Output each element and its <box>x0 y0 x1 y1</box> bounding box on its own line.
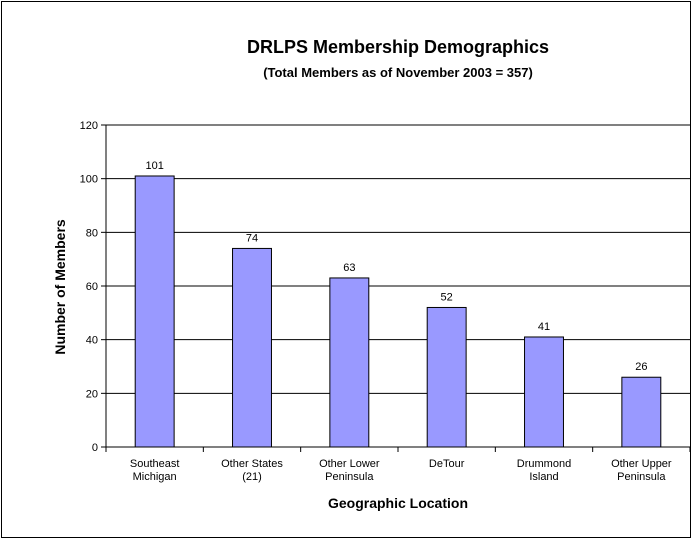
chart-subtitle: (Total Members as of November 2003 = 357… <box>263 65 533 80</box>
bar <box>524 336 564 448</box>
x-category-label: Other Upper <box>611 458 672 470</box>
x-category-label: Other Lower <box>319 458 380 470</box>
x-category-label: Other States <box>221 458 283 470</box>
y-tick-label: 120 <box>80 120 98 132</box>
data-labels: 101 74 63 52 41 26 <box>145 160 647 373</box>
data-label: 41 <box>538 321 550 333</box>
axes <box>101 124 691 452</box>
chart-title: DRLPS Membership Demographics <box>247 37 549 57</box>
bar <box>329 277 370 448</box>
x-category-label: Drummond <box>517 458 571 470</box>
y-tick-label: 40 <box>86 335 98 347</box>
y-tick-label: 0 <box>92 442 98 454</box>
y-axis-title: Number of Members <box>52 219 68 355</box>
x-category-label: (21) <box>242 471 262 483</box>
x-category-label: Southeast <box>130 458 180 470</box>
x-category-label: Michigan <box>133 471 177 483</box>
bar <box>621 376 662 448</box>
data-label: 63 <box>343 262 355 274</box>
x-category-label: DeTour <box>429 458 465 470</box>
data-label: 74 <box>246 232 258 244</box>
x-category-label: Island <box>529 471 558 483</box>
y-tick-labels: 0 20 40 60 80 100 120 <box>80 120 98 454</box>
data-label: 26 <box>635 361 647 373</box>
y-tick-label: 60 <box>86 281 98 293</box>
y-tick-label: 100 <box>80 174 98 186</box>
bar <box>134 175 175 448</box>
data-label: 101 <box>145 160 163 172</box>
bars <box>134 175 662 448</box>
x-axis-title: Geographic Location <box>328 495 468 511</box>
gridlines <box>106 124 690 394</box>
y-tick-label: 80 <box>86 227 98 239</box>
bar <box>426 306 467 448</box>
bar <box>232 247 272 448</box>
x-category-label: Peninsula <box>617 471 666 483</box>
x-category-label: Peninsula <box>325 471 374 483</box>
y-tick-label: 20 <box>86 388 98 400</box>
data-label: 52 <box>441 291 453 303</box>
